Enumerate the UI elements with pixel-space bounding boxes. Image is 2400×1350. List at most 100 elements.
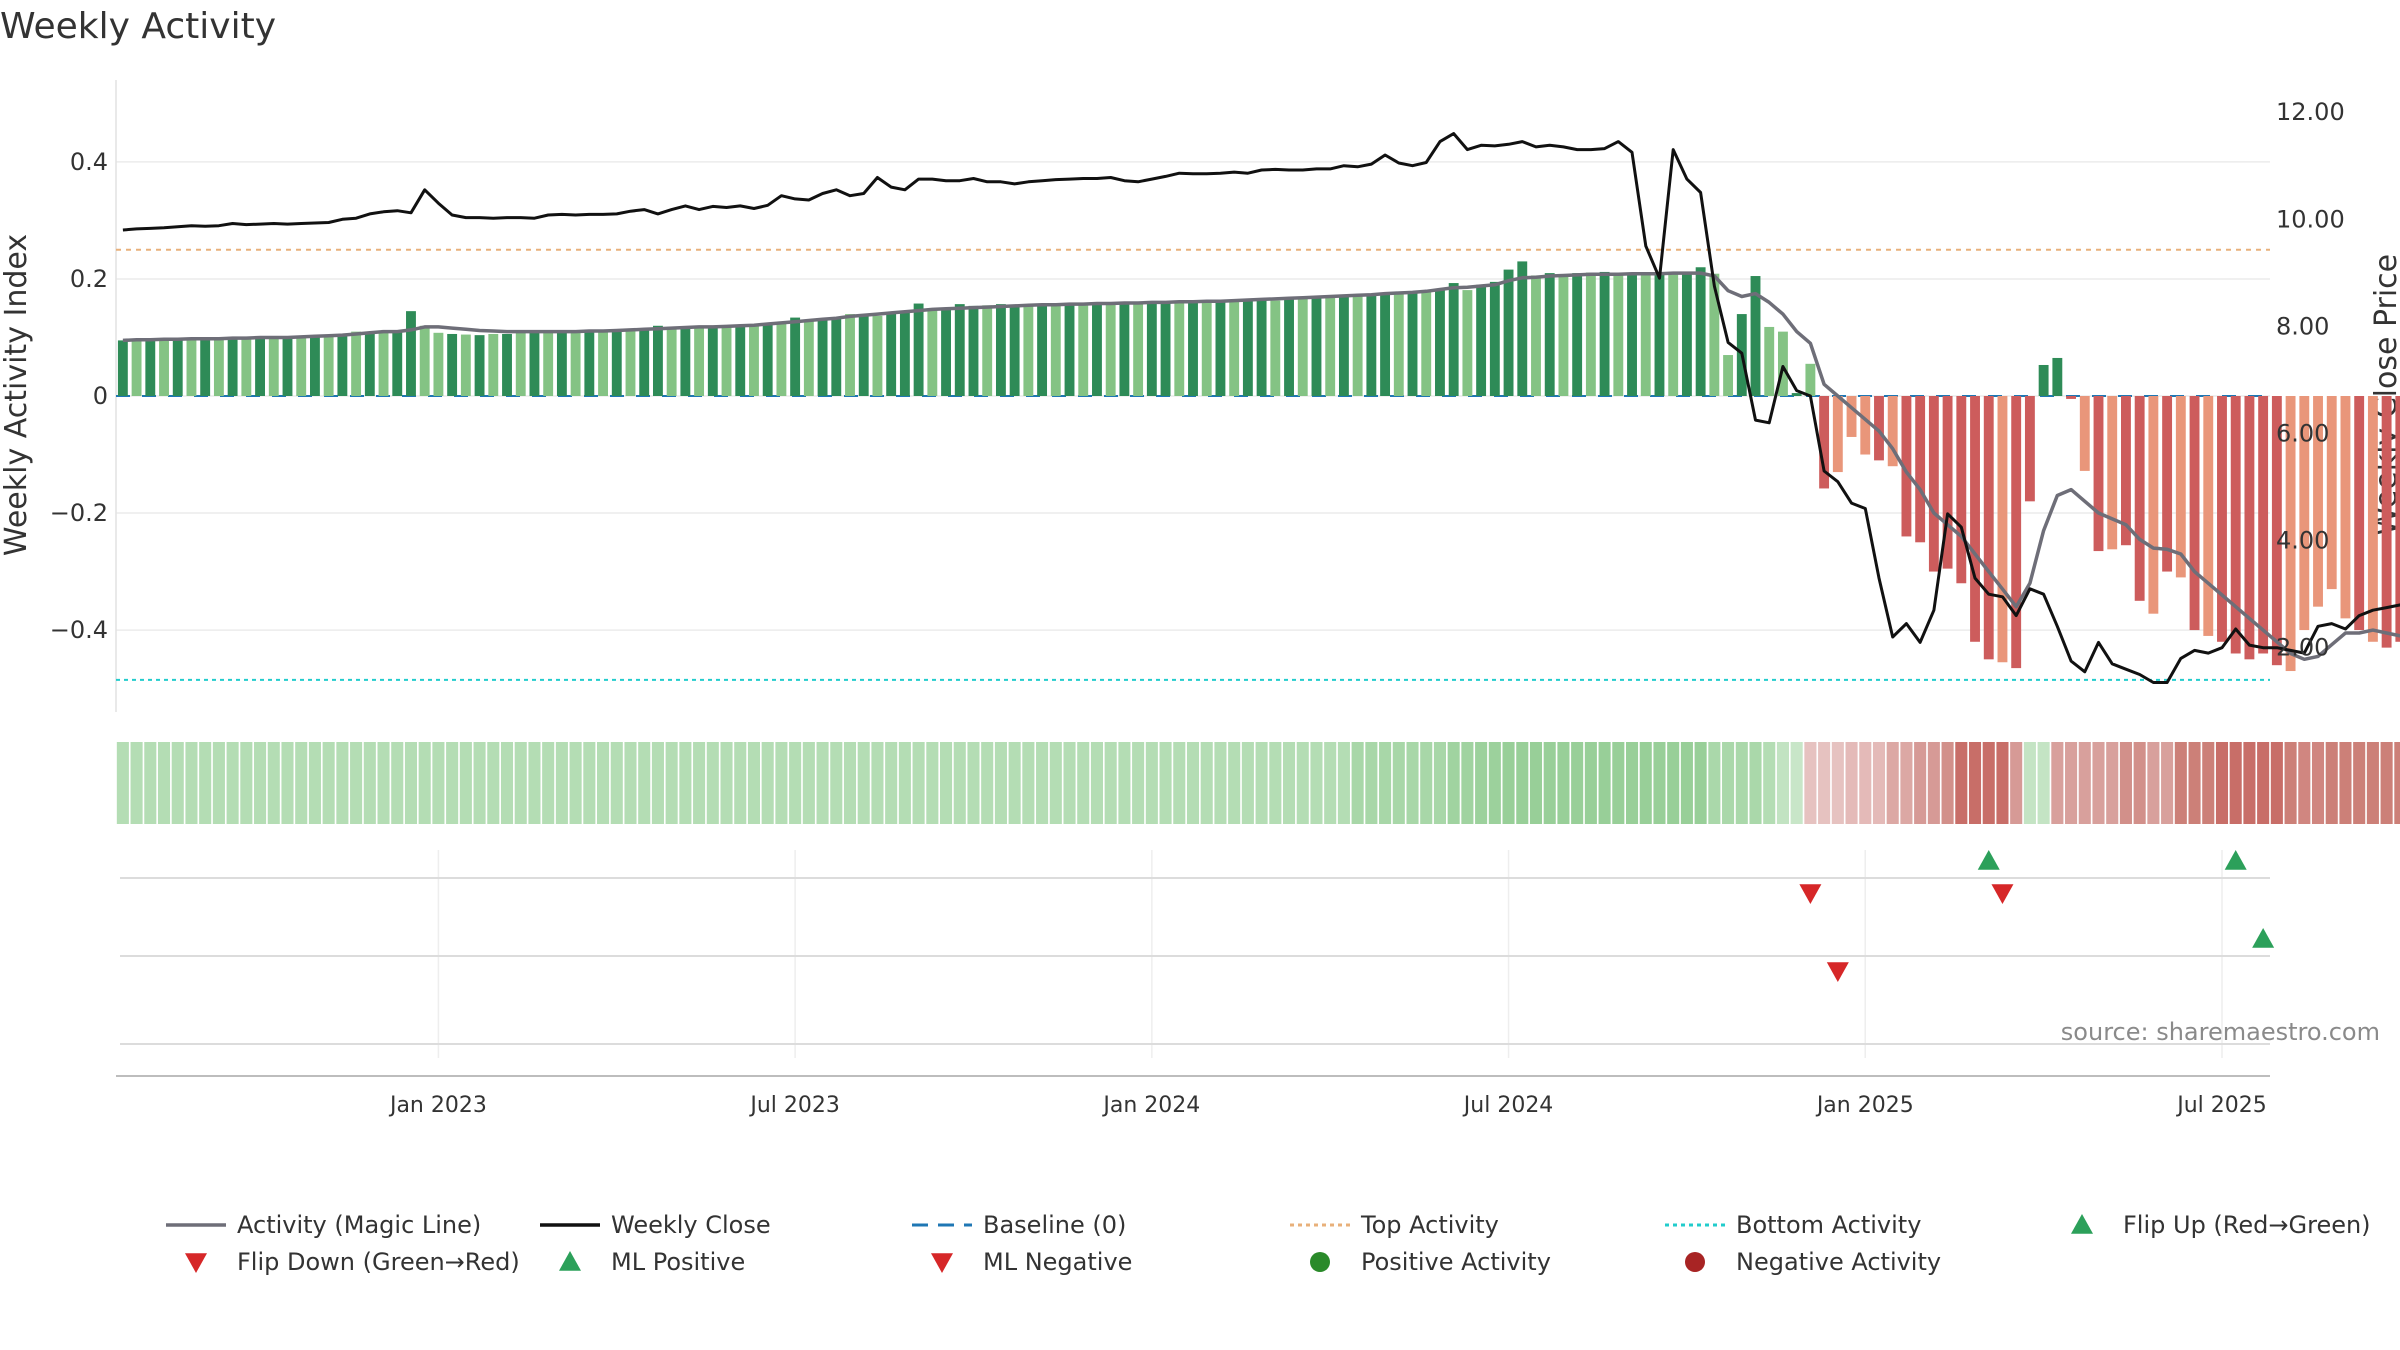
activity-bar-52	[831, 317, 842, 396]
activity-bar-47	[762, 324, 773, 396]
activity-bar-22	[419, 325, 430, 396]
heat-cell-110	[1625, 742, 1639, 824]
activity-bar-51	[817, 319, 828, 396]
heat-cell-32	[555, 742, 568, 824]
legend-item-1: Weekly Close	[540, 1211, 771, 1239]
legend-item-10: Negative Activity	[1685, 1248, 1941, 1276]
activity-bar-141	[2052, 357, 2063, 396]
heat-cell-16	[336, 742, 349, 824]
activity-bar-137	[1997, 396, 2008, 663]
activity-bar-46	[749, 325, 759, 396]
heat-cell-25	[459, 742, 472, 824]
legend-item-4: Bottom Activity	[1665, 1211, 1921, 1239]
activity-bar-45	[735, 325, 746, 396]
legend-item-6: Flip Down (Green→Red)	[185, 1248, 520, 1276]
heat-cell-57	[898, 742, 911, 824]
activity-bar-104	[1544, 273, 1555, 396]
legend-swatch-5	[2071, 1214, 2093, 1234]
heat-cell-39	[651, 742, 664, 824]
activity-bar-84	[1270, 300, 1281, 396]
y2-axis-ticks: 12.00 10.00 8.00 6.00 4.00 2.00	[2276, 98, 2345, 662]
heat-cell-84	[1269, 742, 1282, 824]
activity-bar-54	[858, 315, 869, 396]
heat-cell-123	[1804, 742, 1817, 824]
heat-cell-24	[446, 742, 459, 824]
activity-bar-56	[886, 312, 897, 396]
activity-bar-151	[2189, 396, 2200, 631]
heat-cell-11	[267, 742, 280, 824]
signal-panels	[116, 850, 2275, 1077]
heat-cell-102	[1516, 742, 1529, 824]
heat-cell-20	[391, 742, 404, 824]
activity-bar-0	[117, 340, 128, 396]
heat-cell-160	[2311, 742, 2325, 824]
heat-cell-7	[212, 742, 225, 824]
heat-cell-52	[830, 742, 843, 824]
heat-cell-48	[775, 742, 788, 824]
activity-bar-128	[1874, 396, 1884, 461]
heat-cell-53	[843, 742, 857, 824]
activity-bar-97	[1448, 283, 1459, 396]
heat-cell-157	[2270, 742, 2283, 824]
activity-bar-165	[2381, 396, 2392, 648]
activity-bar-136	[1983, 396, 1994, 660]
activity-bar-115	[1695, 267, 1706, 396]
activity-bar-37	[625, 329, 636, 396]
activity-bar-27	[488, 333, 499, 396]
legend-label-10: Negative Activity	[1736, 1248, 1941, 1276]
activity-bar-138	[2011, 396, 2022, 669]
legend-label-1: Weekly Close	[611, 1211, 771, 1239]
heat-cell-50	[802, 742, 815, 824]
heat-cell-145	[2106, 742, 2119, 824]
activity-bar-88	[1325, 296, 1336, 396]
legend-label-5: Flip Up (Red→Green)	[2123, 1211, 2371, 1239]
activity-bar-114	[1681, 271, 1692, 396]
y-tick-label-0: 0.4	[70, 148, 108, 176]
activity-bar-32	[556, 331, 567, 396]
heat-cell-100	[1488, 742, 1501, 824]
heat-cell-93	[1392, 742, 1405, 824]
heat-cell-112	[1653, 742, 1666, 824]
heat-cell-60	[940, 742, 953, 824]
heat-cell-79	[1200, 742, 1213, 824]
activity-bar-93	[1393, 293, 1404, 396]
activity-bar-155	[2244, 396, 2255, 660]
legend-item-7: ML Positive	[559, 1248, 745, 1276]
heat-cell-37	[624, 742, 637, 824]
activity-bar-68	[1050, 304, 1061, 396]
heat-cell-42	[693, 742, 706, 824]
x-axis-ticks: Jan 2023 Jul 2023 Jan 2024 Jul 2024 Jan 2025…	[388, 1093, 2267, 1118]
heat-cell-136	[1982, 742, 1995, 824]
activity-bar-5	[186, 338, 197, 396]
heat-cell-80	[1214, 742, 1227, 824]
heat-cell-82	[1241, 742, 1254, 824]
heat-cell-154	[2229, 742, 2242, 824]
heat-cell-152	[2202, 742, 2215, 824]
heat-cell-23	[432, 742, 445, 824]
activity-bar-25	[460, 334, 471, 396]
heat-cell-56	[885, 742, 898, 824]
heat-cell-105	[1557, 742, 1570, 824]
heat-cell-103	[1529, 742, 1543, 824]
heat-cell-22	[418, 742, 431, 824]
activity-bar-161	[2326, 396, 2337, 590]
activity-bar-30	[529, 331, 540, 396]
source-credit: source: sharemaestro.com	[2061, 1018, 2380, 1046]
heat-cell-106	[1571, 742, 1584, 824]
heat-cell-156	[2257, 742, 2270, 824]
activity-bar-53	[845, 314, 855, 396]
heat-cell-83	[1255, 742, 1268, 824]
activity-bar-28	[502, 333, 512, 396]
heat-cell-69	[1063, 742, 1076, 824]
heat-cell-148	[2147, 742, 2160, 824]
heat-cell-155	[2243, 742, 2256, 824]
activity-bar-62	[968, 305, 979, 396]
legend-label-2: Baseline (0)	[983, 1211, 1126, 1239]
heat-cell-92	[1379, 742, 1392, 824]
heat-cell-97	[1447, 742, 1460, 824]
heat-cell-101	[1502, 742, 1515, 824]
activity-bar-57	[899, 311, 910, 396]
activity-bar-48	[776, 323, 787, 396]
heat-cell-144	[2092, 742, 2105, 824]
heat-cell-43	[706, 742, 719, 824]
